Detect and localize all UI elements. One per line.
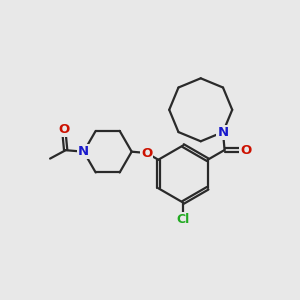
Text: N: N [218, 126, 229, 139]
Text: N: N [78, 145, 89, 158]
Text: Cl: Cl [176, 213, 190, 226]
Text: O: O [241, 143, 252, 157]
Text: O: O [141, 146, 152, 160]
Text: N: N [78, 145, 89, 158]
Text: O: O [141, 146, 152, 160]
Text: O: O [58, 123, 70, 136]
Text: O: O [241, 143, 252, 157]
Text: N: N [218, 126, 229, 139]
Text: Cl: Cl [176, 213, 190, 226]
Text: O: O [58, 123, 70, 136]
